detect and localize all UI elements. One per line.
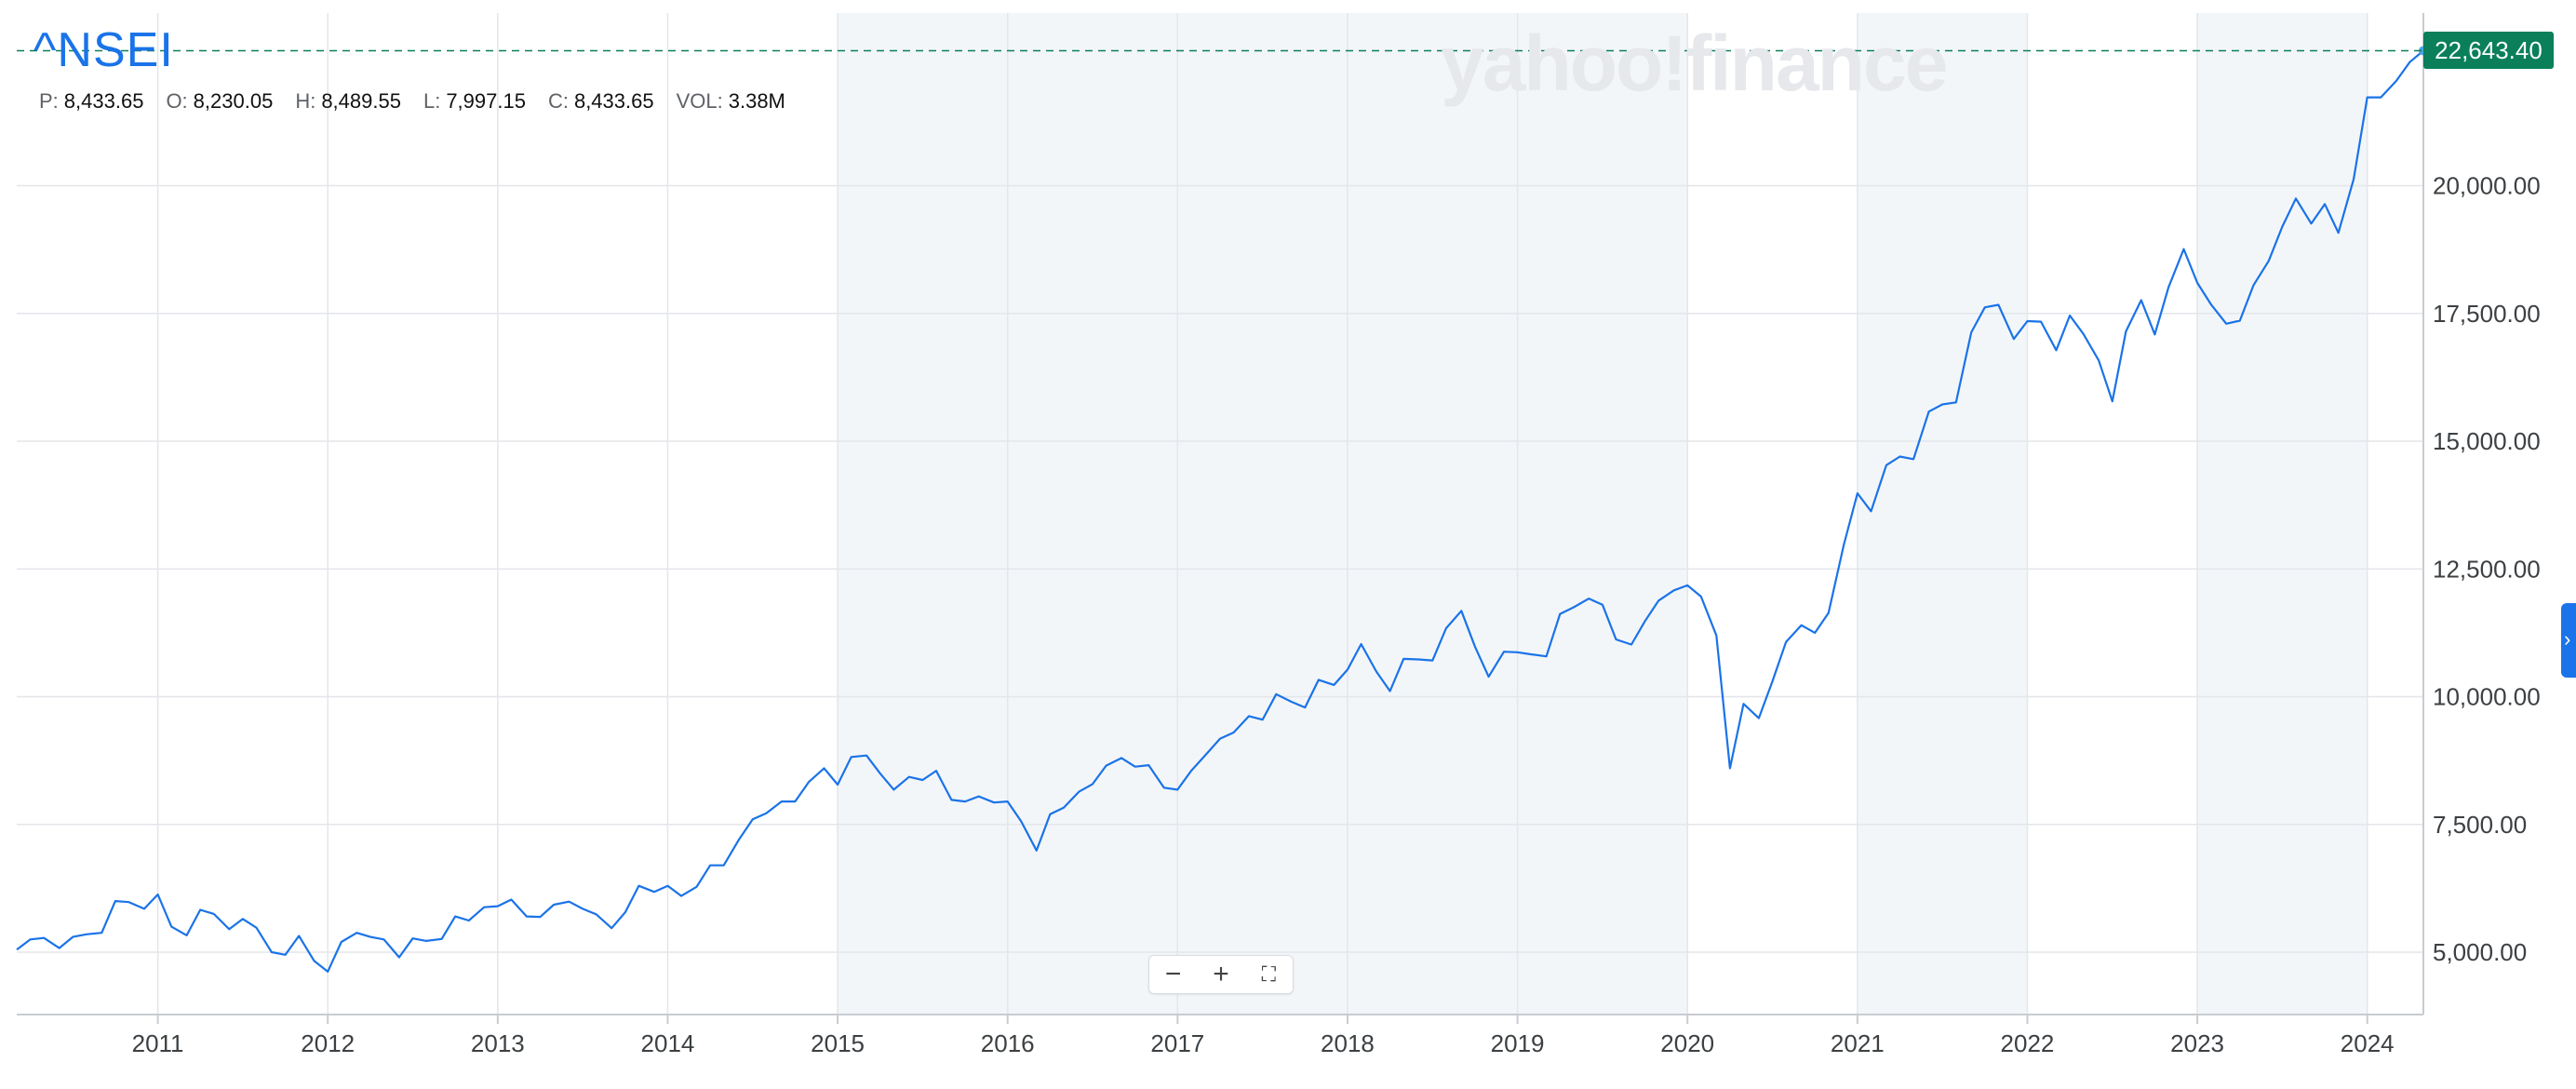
symbol-title: ^NSEI (34, 23, 174, 77)
ohlc-close: C: 8,433.65 (547, 89, 654, 113)
ohlc-previous: P: 8,433.65 (39, 89, 144, 113)
x-tick-label: 2016 (981, 1029, 1035, 1057)
x-tick-label: 2018 (1321, 1029, 1375, 1057)
x-tick-label: 2021 (1831, 1029, 1885, 1057)
ohlc-high: H: 8,489.55 (295, 89, 401, 113)
x-tick-label: 2012 (301, 1029, 355, 1057)
last-price-tag: 22,643.40 (2423, 32, 2554, 70)
price-line (16, 49, 2424, 974)
x-tick-label: 2019 (1491, 1029, 1545, 1057)
ohlc-open: O: 8,230.05 (166, 89, 274, 113)
x-tick-label: 2017 (1150, 1029, 1204, 1057)
zoom-controls: − + ⛶ (1148, 955, 1294, 994)
year-band (838, 13, 1688, 1015)
ohlc-low: L: 7,997.15 (423, 89, 526, 113)
y-tick-label: 17,500.00 (2433, 300, 2541, 328)
y-tick-label: 10,000.00 (2433, 683, 2541, 711)
side-panel-toggle[interactable]: › (2561, 603, 2576, 678)
x-tick-label: 2013 (471, 1029, 525, 1057)
x-tick-label: 2015 (811, 1029, 865, 1057)
x-tick-label: 2011 (132, 1029, 184, 1057)
x-tick-label: 2022 (2001, 1029, 2055, 1057)
zoom-out-button[interactable]: − (1164, 959, 1182, 989)
fullscreen-icon[interactable]: ⛶ (1261, 962, 1277, 986)
x-tick-label: 2014 (641, 1029, 695, 1057)
year-band (2197, 13, 2368, 1015)
x-tick-label: 2023 (2170, 1029, 2224, 1057)
ohlc-readout: P: 8,433.65 O: 8,230.05 H: 8,489.55 L: 7,997… (39, 89, 785, 114)
year-band (1857, 13, 2028, 1015)
ohlc-volume: VOL: 3.38M (676, 89, 785, 113)
y-tick-label: 12,500.00 (2433, 555, 2541, 583)
y-tick-label: 5,000.00 (2433, 938, 2527, 966)
x-tick-label: 2020 (1660, 1029, 1714, 1057)
y-tick-label: 7,500.00 (2433, 811, 2527, 839)
y-tick-label: 20,000.00 (2433, 172, 2541, 200)
yahoo-finance-watermark: yahoo!finance (1441, 20, 1948, 107)
y-tick-label: 15,000.00 (2433, 427, 2541, 455)
chevron-right-icon: › (2564, 627, 2571, 651)
x-tick-label: 2024 (2341, 1029, 2395, 1057)
zoom-in-button[interactable]: + (1213, 959, 1229, 989)
